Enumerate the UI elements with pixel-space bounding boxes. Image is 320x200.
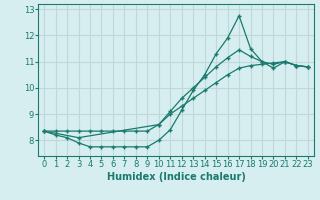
- X-axis label: Humidex (Indice chaleur): Humidex (Indice chaleur): [107, 172, 245, 182]
